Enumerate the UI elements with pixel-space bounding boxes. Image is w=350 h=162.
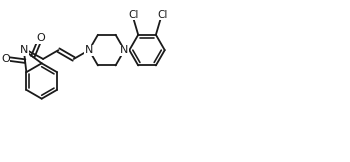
Text: Cl: Cl <box>128 10 139 20</box>
Text: O: O <box>36 33 45 43</box>
Text: N: N <box>120 45 129 55</box>
Text: Cl: Cl <box>157 10 167 20</box>
Text: O: O <box>1 54 10 64</box>
Text: N: N <box>20 45 28 55</box>
Text: N: N <box>85 45 93 55</box>
